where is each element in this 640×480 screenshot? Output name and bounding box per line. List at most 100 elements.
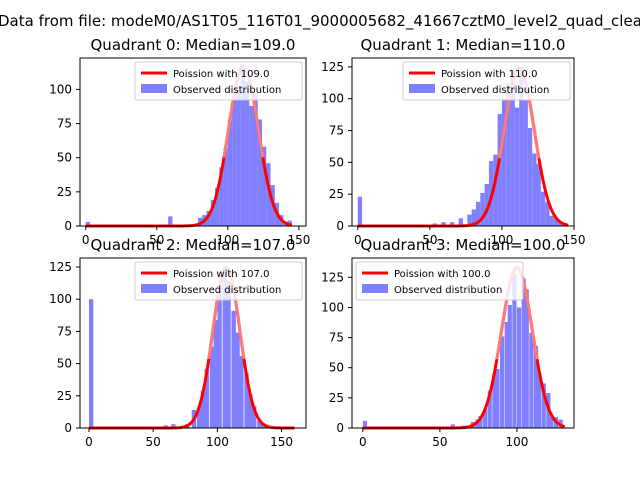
histogram-bar bbox=[493, 154, 498, 226]
quadrant-3-title: Quadrant 3: Median=100.0 bbox=[361, 236, 566, 254]
histogram-bar bbox=[240, 64, 245, 226]
histogram-bar bbox=[497, 114, 502, 226]
x-tick-label: 0 bbox=[359, 435, 367, 449]
quadrant-0-plot: 0 50 100 150 0 25 50 75 100 Quadrant 0: Median=10… bbox=[49, 36, 310, 247]
histogram-bar bbox=[536, 163, 541, 226]
histogram-bar bbox=[266, 163, 271, 226]
y-tick-label: 50 bbox=[329, 361, 344, 375]
x-tick-label: 0 bbox=[82, 233, 90, 247]
histogram-bar bbox=[504, 321, 509, 428]
axes-frame bbox=[79, 257, 307, 429]
histogram-bar bbox=[226, 281, 231, 428]
y-tick-label: 75 bbox=[329, 331, 344, 345]
histogram-bar bbox=[495, 368, 500, 428]
histogram-bar bbox=[483, 408, 488, 428]
histogram-bar bbox=[204, 368, 209, 428]
histogram-bar bbox=[210, 200, 216, 226]
histogram-bar bbox=[219, 167, 224, 226]
y-tick-label: 100 bbox=[49, 82, 72, 96]
x-tick-label: 100 bbox=[506, 435, 529, 449]
histogram-bar bbox=[261, 424, 266, 428]
histogram-bar bbox=[222, 268, 227, 428]
y-tick-label: 75 bbox=[329, 124, 344, 138]
legend-hist-swatch bbox=[141, 284, 167, 293]
legend-hist-swatch bbox=[409, 84, 435, 93]
histogram-bar bbox=[232, 94, 237, 226]
histogram-bar bbox=[523, 100, 528, 226]
histogram-bar bbox=[516, 307, 522, 428]
histogram-bar bbox=[529, 332, 534, 428]
quadrant-1-title: Quadrant 1: Median=110.0 bbox=[361, 36, 566, 54]
y-tick-label: 100 bbox=[321, 300, 344, 314]
histogram-bar bbox=[217, 285, 222, 428]
histogram-bar bbox=[475, 201, 481, 226]
quadrant-2-plot: 0 50 100 150 0 25 50 75 100 125 Quadrant 2: Median… bbox=[49, 236, 307, 449]
figure-suptitle: Data from file: modeM0/AS1T05_116T01_900… bbox=[0, 12, 640, 31]
legend-box bbox=[134, 61, 303, 101]
histogram-bar bbox=[514, 107, 520, 226]
histogram-bar bbox=[484, 184, 489, 226]
histogram-bar bbox=[519, 66, 524, 226]
y-tick-label: 125 bbox=[321, 270, 344, 284]
y-tick-label: 0 bbox=[336, 421, 344, 435]
histogram-bar bbox=[227, 119, 233, 226]
legend-fit-label: Poission with 109.0 bbox=[173, 69, 269, 80]
legend: Poission with 107.0 Observed distribution bbox=[134, 261, 303, 301]
histogram-bar bbox=[168, 216, 173, 226]
histogram-bar bbox=[261, 146, 267, 226]
histogram-bar bbox=[223, 148, 228, 226]
histogram-bar bbox=[85, 221, 91, 226]
histogram-bar bbox=[471, 209, 476, 226]
histogram-bar bbox=[257, 420, 262, 428]
y-tick-label: 100 bbox=[49, 292, 72, 306]
x-tick-label: 0 bbox=[354, 233, 362, 247]
legend-hist-label: Observed distribution bbox=[173, 285, 281, 296]
y-tick-label: 0 bbox=[64, 421, 72, 435]
histogram-bar bbox=[357, 196, 363, 226]
histogram-bar bbox=[196, 407, 202, 428]
histogram-bar bbox=[248, 394, 253, 428]
y-tick-label: 50 bbox=[329, 155, 344, 169]
x-tick-label: 100 bbox=[206, 435, 229, 449]
legend-box bbox=[402, 61, 571, 101]
histogram-bar bbox=[249, 105, 254, 226]
histogram-bar bbox=[209, 346, 215, 428]
legend-box bbox=[355, 261, 524, 301]
histogram-bar bbox=[171, 424, 176, 428]
legend-hist-swatch bbox=[362, 284, 388, 293]
legend-hist-label: Observed distribution bbox=[441, 85, 549, 96]
quadrant-0-title: Quadrant 0: Median=109.0 bbox=[91, 36, 296, 54]
legend-box bbox=[134, 261, 303, 301]
x-tick-label: 100 bbox=[216, 233, 239, 247]
histogram-bar bbox=[537, 373, 542, 428]
quadrant-2-title: Quadrant 2: Median=107.0 bbox=[91, 236, 296, 254]
y-tick-label: 25 bbox=[329, 187, 344, 201]
x-tick-label: 50 bbox=[432, 435, 447, 449]
y-tick-label: 50 bbox=[57, 357, 72, 371]
histogram-bar bbox=[257, 119, 263, 226]
axes-frame bbox=[351, 57, 575, 227]
histogram-bar bbox=[362, 420, 367, 428]
histogram-bar bbox=[532, 153, 537, 226]
histogram-bar bbox=[527, 128, 533, 226]
x-tick-label: 0 bbox=[85, 435, 93, 449]
histogram-bar bbox=[541, 383, 546, 428]
histogram-bar bbox=[450, 424, 455, 428]
y-tick-label: 0 bbox=[64, 219, 72, 233]
histogram-bar bbox=[480, 192, 485, 226]
histogram-bar bbox=[239, 355, 244, 428]
histogram-bar bbox=[197, 217, 203, 226]
histogram-bar bbox=[213, 319, 218, 428]
legend-hist-label: Observed distribution bbox=[173, 85, 281, 96]
legend: Poission with 109.0 Observed distribution bbox=[134, 61, 303, 101]
histogram-bar bbox=[458, 218, 463, 226]
histogram-bar bbox=[507, 305, 512, 428]
histogram-bar bbox=[553, 218, 559, 226]
x-tick-label: 150 bbox=[287, 233, 310, 247]
y-tick-label: 100 bbox=[321, 92, 344, 106]
histogram-bar bbox=[244, 372, 249, 428]
histogram-bar bbox=[487, 390, 492, 428]
legend: Poission with 110.0 Observed distribution bbox=[402, 61, 571, 101]
axes-frame bbox=[351, 257, 575, 429]
